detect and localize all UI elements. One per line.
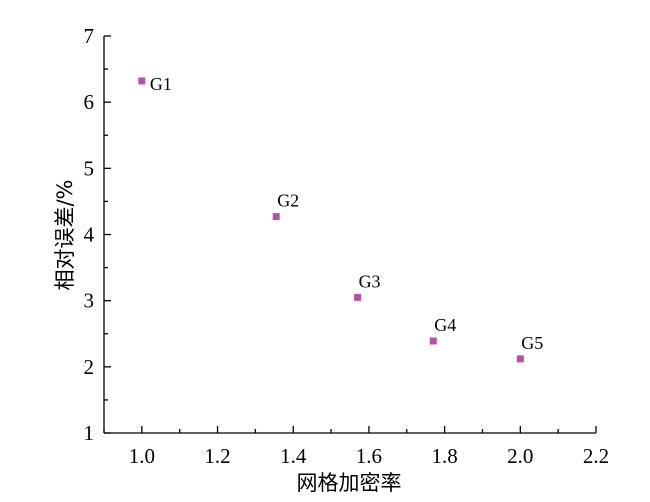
y-tick-label: 7 [84, 24, 95, 48]
data-point-g5 [516, 355, 524, 363]
x-axis-title: 网格加密率 [297, 471, 402, 495]
x-tick-label: 2.2 [583, 444, 609, 468]
x-tick-label: 1.4 [280, 444, 307, 468]
point-label-g3: G3 [359, 271, 381, 291]
data-points: G1 G2 G3 G4 G5 [138, 74, 543, 363]
point-label-g5: G5 [521, 333, 543, 353]
data-point-g2 [272, 213, 280, 221]
x-tick-label: 1.6 [356, 444, 382, 468]
y-tick-label: 6 [84, 90, 95, 114]
x-tick-label: 1.2 [204, 444, 230, 468]
x-tick-label: 1.0 [129, 444, 155, 468]
y-tick-label: 3 [84, 289, 95, 313]
x-tick-label: 2.0 [507, 444, 533, 468]
y-axis-title: 相对误差/% [53, 179, 77, 290]
data-point-g1 [138, 77, 146, 85]
point-label-g1: G1 [150, 74, 172, 94]
y-tick-label: 5 [84, 156, 95, 180]
axes [103, 36, 596, 434]
y-tick-label: 1 [84, 421, 95, 445]
y-tick-label: 4 [84, 223, 95, 247]
y-tick-label: 2 [84, 355, 95, 379]
point-label-g2: G2 [277, 191, 299, 211]
data-point-g3 [354, 293, 362, 301]
x-tick-label: 1.8 [431, 444, 457, 468]
ticks: 1.0 1.2 1.4 1.6 1.8 2.0 2.2 1 2 3 4 5 6 7 [84, 24, 610, 468]
data-point-g4 [429, 337, 437, 345]
point-label-g4: G4 [434, 315, 456, 335]
